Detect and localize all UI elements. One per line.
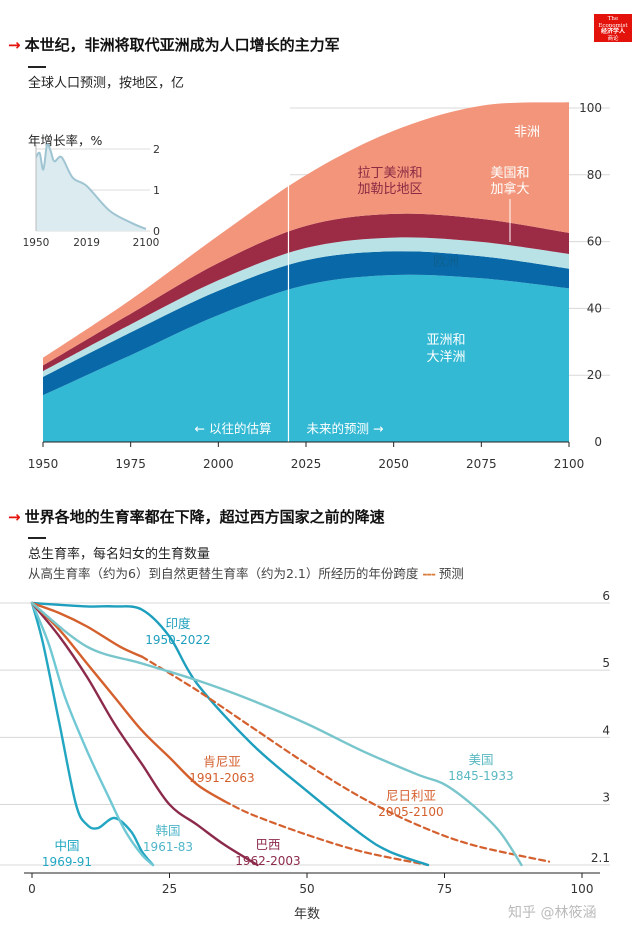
logo-line-2: Economist <box>598 22 628 29</box>
x-tick-label: 75 <box>437 882 452 896</box>
line-series <box>30 601 155 867</box>
y-tick-label: 0 <box>594 435 602 449</box>
x-tick-label: 2050 <box>378 457 409 471</box>
label-asia-2: 大洋洲 <box>426 350 465 365</box>
x-tick-label: 2025 <box>291 457 322 471</box>
red-arrow-icon: → <box>8 36 21 54</box>
logo-line-3: 经济学人 <box>600 28 625 35</box>
y-tick-label: 2.1 <box>591 851 610 865</box>
series-range-label: 1845-1933 <box>448 769 513 783</box>
series-name-label: 巴西 <box>255 837 280 852</box>
y-tick-label: 4 <box>602 723 610 737</box>
logo-line-4: 商论 <box>607 35 619 42</box>
series-name-label: 中国 <box>54 838 79 853</box>
series-range-label: 1962-2003 <box>235 854 300 868</box>
y-tick-label: 6 <box>602 589 610 603</box>
inset-x-tick-label: 2019 <box>73 237 100 249</box>
past-label: ← 以往的估算 <box>195 421 272 436</box>
area-latam <box>43 213 569 372</box>
series-range-label: 1961-83 <box>143 840 193 854</box>
series-range-label: 1969-91 <box>42 855 92 869</box>
y-tick-label: 5 <box>602 656 610 670</box>
line-series <box>30 601 523 867</box>
y-tick-label: 40 <box>587 301 602 315</box>
label-usca-1: 美国和 <box>490 166 529 181</box>
label-asia-1: 亚洲和 <box>426 333 465 348</box>
x-tick-label: 50 <box>299 882 314 896</box>
inset-y-tick-label: 2 <box>153 143 160 156</box>
economist-logo: The Economist 经济学人 商论 <box>594 14 632 42</box>
x-tick-label: 2075 <box>466 457 497 471</box>
series-name-label: 肯尼亚 <box>203 754 241 769</box>
projection-key-label: 预测 <box>438 566 464 581</box>
series-name-label: 韩国 <box>155 823 180 838</box>
area-africa <box>43 102 569 366</box>
red-arrow-icon: → <box>8 508 21 526</box>
growth-rate-inset: 年增长率，% 2 1 0 1950 2019 2100 <box>23 128 178 252</box>
series-range-label: 1991-2063 <box>189 771 254 785</box>
x-tick-label: 1975 <box>115 457 146 471</box>
area-usca <box>43 237 569 377</box>
series-range-label: 1950-2022 <box>145 633 210 647</box>
inset-y-tick-label: 1 <box>153 184 160 197</box>
inset-line <box>35 143 147 230</box>
inset-x-tick-label: 2100 <box>133 237 160 249</box>
chart1-heading-text: 本世纪，非洲将取代亚洲成为人口增长的主力军 <box>24 36 340 54</box>
inset-y-tick-label: 0 <box>153 225 160 238</box>
logo-line-1: The <box>607 16 619 22</box>
line-series <box>30 601 259 867</box>
y-tick-label: 3 <box>602 791 610 805</box>
future-label: 未来的预测 → <box>307 421 384 436</box>
label-latam-1: 拉丁美洲和 <box>357 166 422 181</box>
y-tick-label: 100 <box>579 101 602 115</box>
area-europe <box>43 251 569 396</box>
series-name-label: 印度 <box>165 616 191 631</box>
series-name-label: 尼日利亚 <box>386 788 436 803</box>
x-tick-label: 2000 <box>203 457 234 471</box>
series-range-label: 2005-2100 <box>378 805 443 819</box>
chart2-subtitle: 总生育率，每名妇女的生育数量 <box>28 547 211 562</box>
inset-title: 年增长率，% <box>28 133 103 148</box>
series-name-label: 美国 <box>468 752 493 767</box>
label-usca-2: 加拿大 <box>490 181 529 197</box>
line-projection <box>223 800 430 867</box>
x-tick-label: 25 <box>162 882 177 896</box>
y-tick-label: 20 <box>587 368 602 382</box>
x-tick-label: 0 <box>28 882 36 896</box>
fertility-chart: 2.1 3 4 5 6 0 25 50 75 100 年数 印度 1950-2022 肯尼亚 1991-20… <box>0 589 610 922</box>
chart2-rule <box>28 537 46 539</box>
chart1-heading: → 本世纪，非洲将取代亚洲成为人口增长的主力军 <box>8 34 340 55</box>
line-series <box>30 601 226 803</box>
dashed-line-key: --- <box>422 566 436 581</box>
chart1-rule <box>28 66 46 68</box>
x-tick-label: 2100 <box>554 457 585 471</box>
x-tick-label: 100 <box>571 882 594 896</box>
line-series <box>30 601 144 658</box>
label-europe: 欧洲 <box>433 255 459 270</box>
inset-area <box>36 144 146 231</box>
line-series <box>30 601 430 867</box>
x-axis-title: 年数 <box>294 907 320 922</box>
chart2-heading-text: 世界各地的生育率都在下降，超过西方国家之前的降速 <box>24 508 385 526</box>
chart2-subtitle2: 从高生育率（约为6）到自然更替生育率（约为2.1）所经历的年份跨度 --- 预测 <box>28 563 464 582</box>
y-tick-label: 60 <box>587 235 602 249</box>
y-tick-label: 80 <box>587 168 602 182</box>
label-africa: 非洲 <box>514 125 540 140</box>
chart2-subtitle2-text: 从高生育率（约为6）到自然更替生育率（约为2.1）所经历的年份跨度 <box>28 566 419 581</box>
chart1-subtitle: 全球人口预测，按地区，亿 <box>28 76 185 91</box>
inset-x-tick-label: 1950 <box>23 237 50 249</box>
label-latam-2: 加勒比地区 <box>357 182 422 197</box>
line-projection <box>140 655 551 863</box>
x-tick-label: 1950 <box>28 457 59 471</box>
watermark: 知乎 @林筱涵 <box>508 905 597 921</box>
area-asia <box>43 274 569 442</box>
line-series <box>30 601 155 867</box>
chart2-heading: → 世界各地的生育率都在下降，超过西方国家之前的降速 <box>8 506 385 527</box>
